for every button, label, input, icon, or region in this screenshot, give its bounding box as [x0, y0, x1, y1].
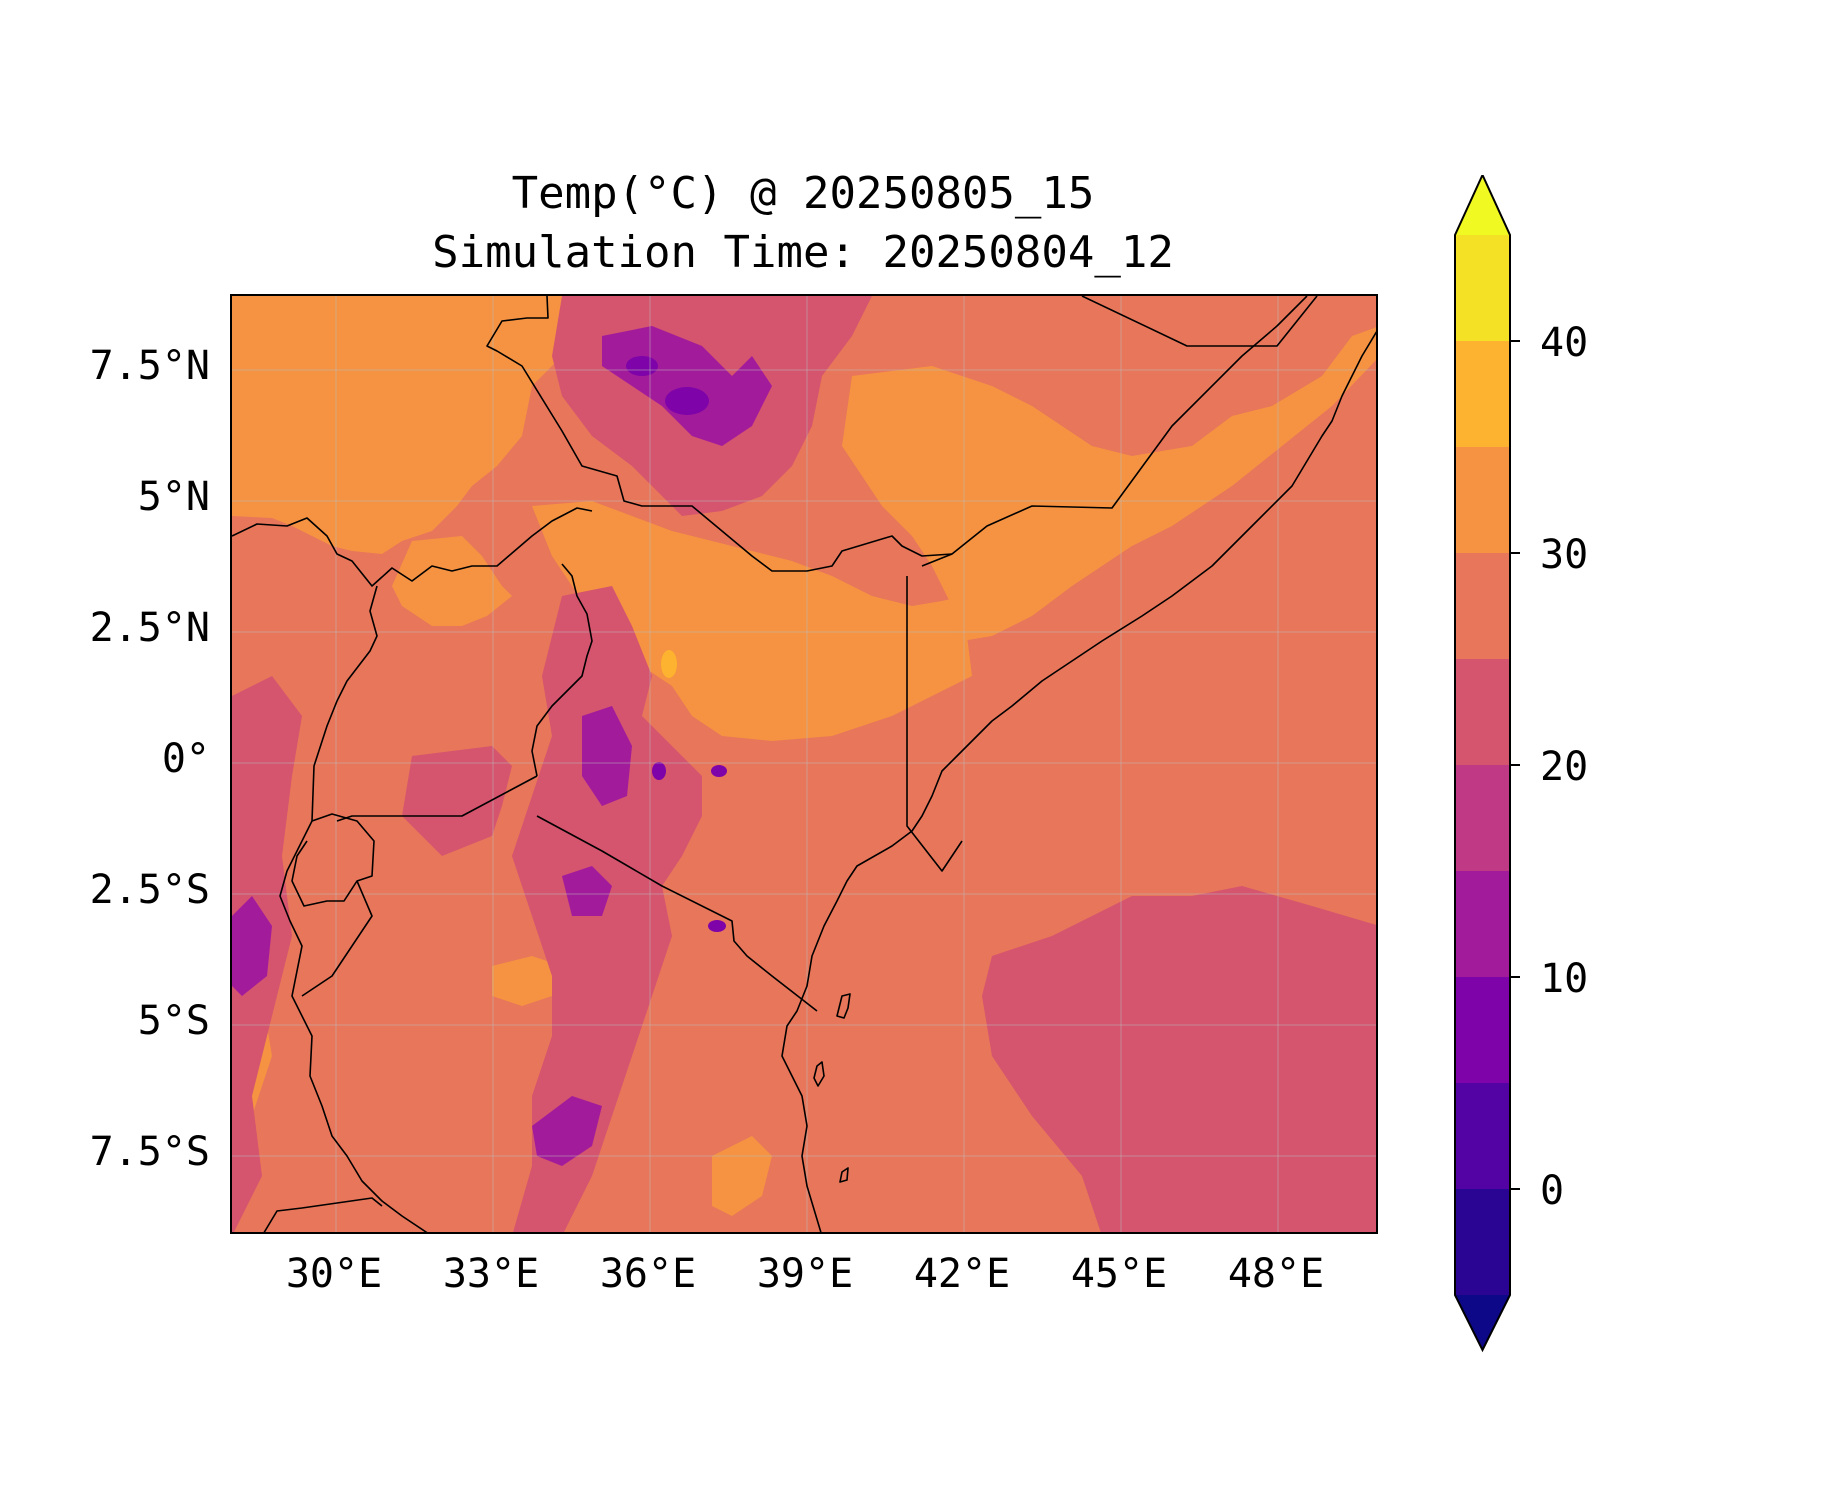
- colorbar-band: [1455, 1189, 1510, 1296]
- country-borders: [232, 296, 1376, 1232]
- colorbar-band: [1455, 977, 1510, 1084]
- gridlines: [232, 296, 1376, 1232]
- field-10-15-core-5: [652, 762, 666, 780]
- border-kenya-tanzania: [536, 815, 818, 1012]
- border-kenya-somalia: [906, 576, 963, 872]
- lon-tick-label: 30°E: [285, 1251, 383, 1297]
- lon-tick-label: 42°E: [913, 1251, 1011, 1297]
- field-15-20-ethiopia: [602, 326, 772, 446]
- field-15-20-west: [232, 896, 272, 996]
- border-zambia-tanzania: [263, 1197, 383, 1232]
- field-15-20-kenya-highlands: [582, 706, 632, 806]
- lat-tick-label: 7.5°S: [89, 1129, 210, 1175]
- field-30-35-east: [842, 327, 1376, 641]
- border-ethiopia-somaliland: [1081, 296, 1318, 347]
- colorbar: [1454, 175, 1520, 1353]
- colorbar-band: [1455, 659, 1510, 766]
- colorbar-tick-label: 10: [1540, 956, 1589, 1002]
- lon-tick-label: 48°E: [1227, 1251, 1325, 1297]
- lat-tick-label: 7.5°N: [89, 343, 210, 389]
- border-south-sudan-ethiopia: [486, 296, 953, 572]
- field-20-25-rift: [512, 586, 702, 1232]
- island-zanzibar: [836, 993, 851, 1019]
- map-panel: [230, 294, 1378, 1234]
- title-line-1: Temp(°C) @ 20250805_15: [511, 168, 1095, 219]
- lat-tick-label: 5°N: [137, 474, 210, 520]
- lon-tick-label: 36°E: [599, 1251, 697, 1297]
- coastline-east-africa: [781, 331, 1376, 1232]
- island-mafia: [839, 1167, 849, 1183]
- lon-tick-label: 39°E: [756, 1251, 854, 1297]
- title-line-2: Simulation Time: 20250804_12: [432, 227, 1174, 278]
- colorbar-tick-label: 30: [1540, 532, 1589, 578]
- colorbar-band: [1455, 1083, 1510, 1190]
- colorbar-tick-label: 20: [1540, 744, 1589, 790]
- colorbar-outline: [1454, 175, 1511, 1353]
- field-10-15-core-4: [708, 920, 726, 932]
- temperature-contour-map: [232, 296, 1376, 1232]
- border-burundi-tanzania: [301, 880, 373, 997]
- border-uganda-south: [336, 775, 538, 822]
- field-30-35-sudan-south: [392, 536, 512, 626]
- lon-tick-label: 45°E: [1070, 1251, 1168, 1297]
- colorbar-extend-max: [1455, 175, 1510, 235]
- colorbar-band: [1455, 235, 1510, 342]
- field-35-40-spot-1: [661, 650, 677, 678]
- colorbar-band: [1455, 341, 1510, 448]
- border-drc-west: [279, 585, 428, 1232]
- field-30-35-north: [232, 296, 572, 554]
- lat-tick-label: 5°S: [137, 998, 210, 1044]
- colorbar-extend-min: [1455, 1295, 1510, 1350]
- lon-tick-label: 33°E: [442, 1251, 540, 1297]
- field-10-15-core-3: [711, 765, 727, 777]
- island-pemba: [813, 1061, 825, 1087]
- lat-tick-label: 2.5°S: [89, 867, 210, 913]
- field-10-15-core-2: [626, 356, 658, 376]
- field-15-20-kilimanjaro: [562, 866, 612, 916]
- colorbar-band: [1455, 871, 1510, 978]
- border-sudan-south: [232, 507, 593, 587]
- field-10-15-core-1: [665, 387, 709, 415]
- field-30-35-central: [532, 501, 972, 741]
- border-uganda-kenya: [531, 563, 593, 777]
- colorbar-tick-label: 40: [1540, 320, 1589, 366]
- colorbar-tick-label: 0: [1540, 1168, 1565, 1214]
- field-30-35-tanzania-patch: [492, 956, 562, 1006]
- border-rwanda-burundi: [291, 813, 375, 907]
- field-15-20-southern: [532, 1096, 602, 1166]
- field-20-25-uganda-lake: [402, 746, 512, 856]
- colorbar-band: [1455, 765, 1510, 872]
- colorbar-band: [1455, 447, 1510, 554]
- border-ethiopia-somalia: [921, 296, 1308, 567]
- lat-tick-label: 0°: [161, 736, 210, 782]
- lat-tick-label: 2.5°N: [89, 605, 210, 651]
- colorbar-band: [1455, 553, 1510, 660]
